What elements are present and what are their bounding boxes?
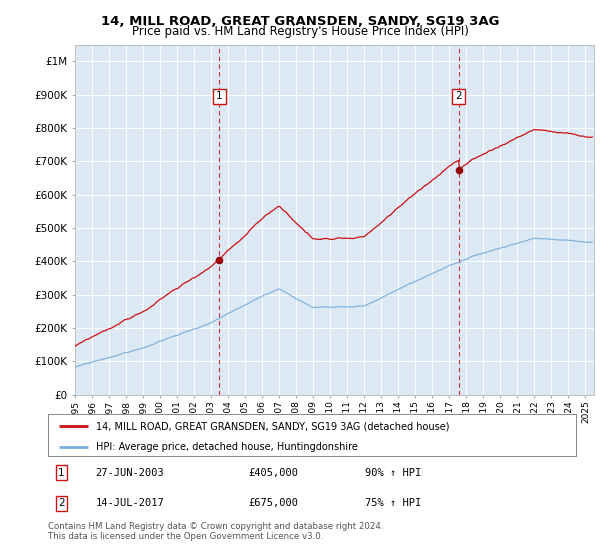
Text: 2: 2 <box>58 498 65 508</box>
Text: 27-JUN-2003: 27-JUN-2003 <box>95 468 164 478</box>
Text: 2: 2 <box>455 91 462 101</box>
Text: HPI: Average price, detached house, Huntingdonshire: HPI: Average price, detached house, Hunt… <box>95 442 358 452</box>
Text: 14-JUL-2017: 14-JUL-2017 <box>95 498 164 508</box>
Text: 14, MILL ROAD, GREAT GRANSDEN, SANDY, SG19 3AG: 14, MILL ROAD, GREAT GRANSDEN, SANDY, SG… <box>101 15 499 27</box>
Text: Contains HM Land Registry data © Crown copyright and database right 2024.
This d: Contains HM Land Registry data © Crown c… <box>48 522 383 542</box>
Text: £405,000: £405,000 <box>248 468 299 478</box>
Text: Price paid vs. HM Land Registry's House Price Index (HPI): Price paid vs. HM Land Registry's House … <box>131 25 469 38</box>
Text: 1: 1 <box>58 468 65 478</box>
Text: 90% ↑ HPI: 90% ↑ HPI <box>365 468 421 478</box>
Text: 14, MILL ROAD, GREAT GRANSDEN, SANDY, SG19 3AG (detached house): 14, MILL ROAD, GREAT GRANSDEN, SANDY, SG… <box>95 421 449 431</box>
Text: 1: 1 <box>216 91 223 101</box>
Text: £675,000: £675,000 <box>248 498 299 508</box>
Text: 75% ↑ HPI: 75% ↑ HPI <box>365 498 421 508</box>
